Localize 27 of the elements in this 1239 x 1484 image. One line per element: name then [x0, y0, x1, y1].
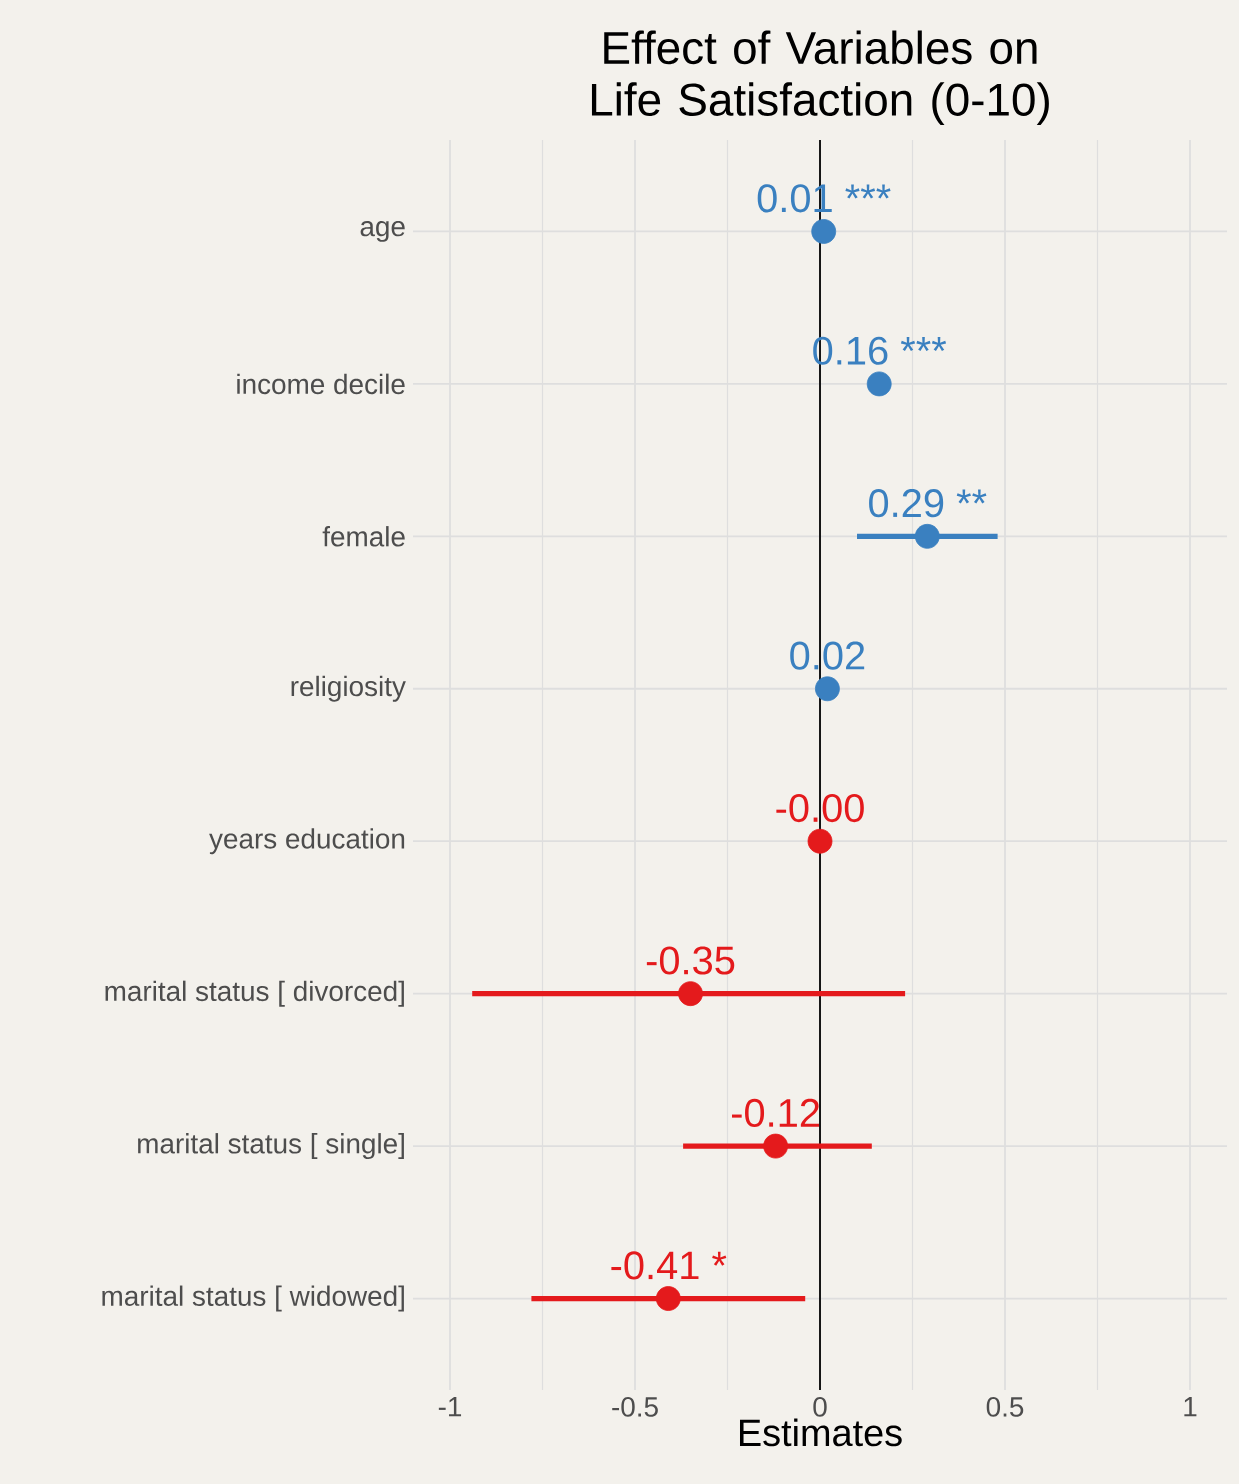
- y-tick-label: years education: [209, 828, 405, 855]
- x-tick-label: 1: [1184, 1397, 1197, 1417]
- data-label: -0.12: [731, 1098, 820, 1128]
- y-tick-label: marital status [ divorced]: [105, 980, 404, 1007]
- x-tick-label: 0.5: [986, 1397, 1024, 1417]
- y-tick-label: income decile: [237, 373, 405, 395]
- x-tick-label: -1: [438, 1397, 462, 1417]
- y-tick-label: age: [360, 221, 405, 242]
- y-tick-label: female: [322, 526, 405, 547]
- point: [914, 523, 940, 549]
- point: [811, 219, 837, 244]
- chart-title: Effect of Variables on Life Satisfaction (0-10): [591, 30, 1049, 126]
- y-tick-label: religiosity: [291, 675, 406, 702]
- data-label: -0.35: [646, 946, 735, 975]
- point: [678, 981, 703, 1007]
- point: [807, 828, 833, 854]
- y-tick-label: marital status [ widowed]: [102, 1285, 404, 1312]
- y-tick-label: marital status [ single]: [138, 1133, 404, 1160]
- data-label: 0.29 **: [869, 489, 987, 518]
- x-tick-label: -0.5: [612, 1397, 658, 1417]
- x-tick-label: 0: [813, 1397, 827, 1417]
- data-label: -0.41 *: [611, 1251, 727, 1280]
- point: [815, 676, 840, 702]
- point: [655, 1286, 681, 1311]
- x-axis-title: Estimates: [740, 1418, 902, 1447]
- point: [763, 1133, 789, 1159]
- point: [866, 371, 892, 397]
